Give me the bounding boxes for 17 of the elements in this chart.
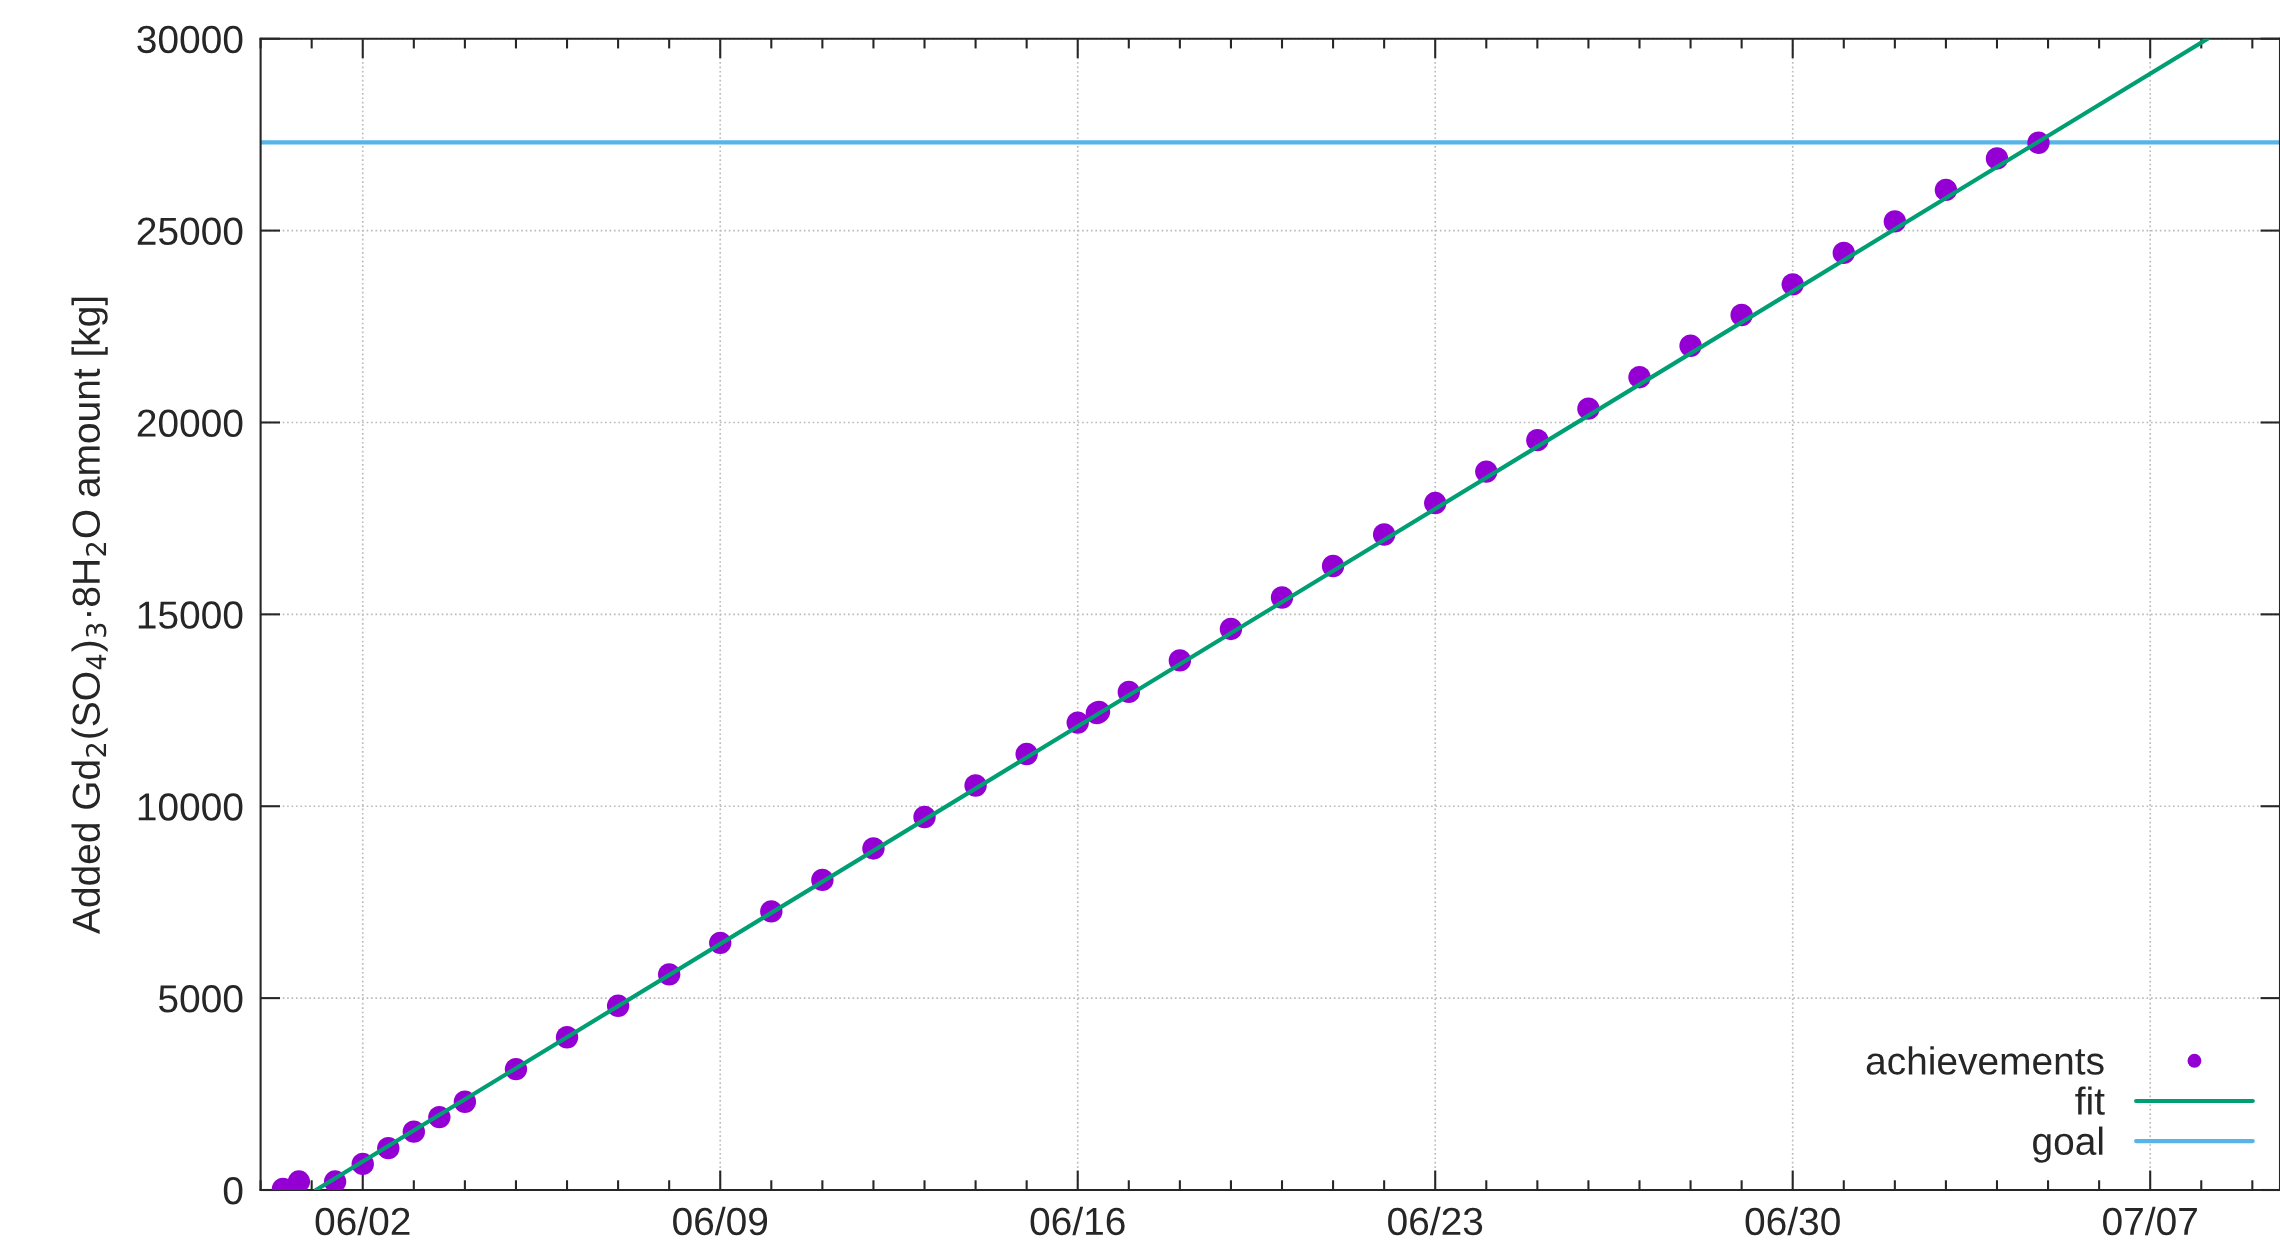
- legend-label: goal: [2033, 1126, 2103, 1163]
- x-tick-label: 06/09: [673, 1206, 768, 1236]
- x-tick-label: 06/23: [1388, 1206, 1483, 1236]
- x-tick-label: 06/30: [1745, 1206, 1840, 1236]
- y-tick-label: 20000: [137, 409, 243, 437]
- y-tick-label: 15000: [138, 601, 243, 629]
- legend-label: fit: [2075, 1086, 2105, 1115]
- legend-label: achievements: [1866, 1046, 2104, 1075]
- x-tick-label: 07/07: [2103, 1206, 2197, 1236]
- y-tick-label: 10000: [138, 793, 243, 821]
- text: Added Gd$_{2}$(SO$_{4}$)$_{3}$·8H$_{2}$O amount [kg]: [71, 297, 108, 934]
- y-tick-label: 5000: [158, 985, 243, 1013]
- y-tick-label: 0: [223, 1176, 243, 1205]
- x-tick-label: 06/02: [315, 1206, 410, 1236]
- y-tick-label: 30000: [137, 25, 243, 54]
- y-tick-label: 25000: [137, 217, 243, 246]
- x-tick-label: 06/16: [1030, 1206, 1125, 1236]
